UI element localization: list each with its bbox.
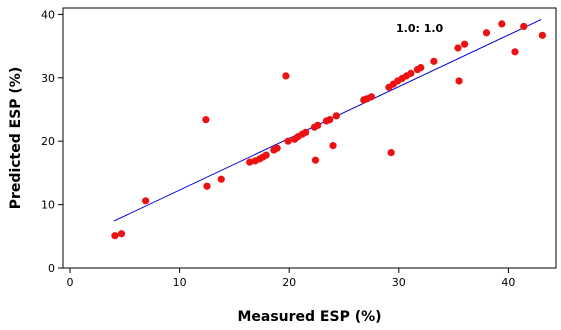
y-tick-label: 20 [41,135,55,148]
data-point [302,128,310,136]
x-tick-label: 10 [173,276,187,289]
data-point [498,20,506,28]
data-point [262,151,270,159]
data-point [417,64,425,72]
data-point [246,158,254,166]
data-point [203,182,211,190]
ratio-annotation: 1.0: 1.0 [396,22,444,35]
y-tick-label: 10 [41,199,55,212]
data-point [284,137,292,145]
x-axis-label: Measured ESP (%) [237,309,381,325]
x-tick-label: 40 [501,276,515,289]
data-points [111,20,546,240]
data-point [482,29,491,37]
y-axis-label: Predicted ESP (%) [8,67,24,209]
x-tick-label: 30 [392,276,406,289]
ticks: 0 10 20 30 40 0 10 20 30 40 [41,8,515,289]
data-point [111,232,119,240]
y-tick-label: 30 [41,72,55,85]
y-tick-label: 0 [48,262,55,275]
data-point [455,77,463,85]
data-point [430,57,438,65]
y-tick-label: 40 [41,8,55,21]
data-point [314,121,322,129]
data-point [326,116,334,124]
data-point [282,72,290,80]
data-point [117,230,126,238]
x-tick-label: 20 [282,276,296,289]
data-point [202,116,210,124]
data-point [407,69,415,77]
data-point [273,144,281,152]
data-point [311,156,320,164]
data-point [332,112,340,120]
x-tick-label: 0 [67,276,74,289]
data-point [454,44,462,52]
data-point [460,40,469,48]
axes [62,7,557,269]
plot-frame [62,7,557,269]
data-point [142,197,150,205]
data-point [387,149,395,157]
data-point [538,31,546,39]
data-point [511,48,519,56]
data-point [217,175,225,183]
data-point [329,142,337,150]
data-point [520,22,528,31]
data-point [367,93,375,101]
